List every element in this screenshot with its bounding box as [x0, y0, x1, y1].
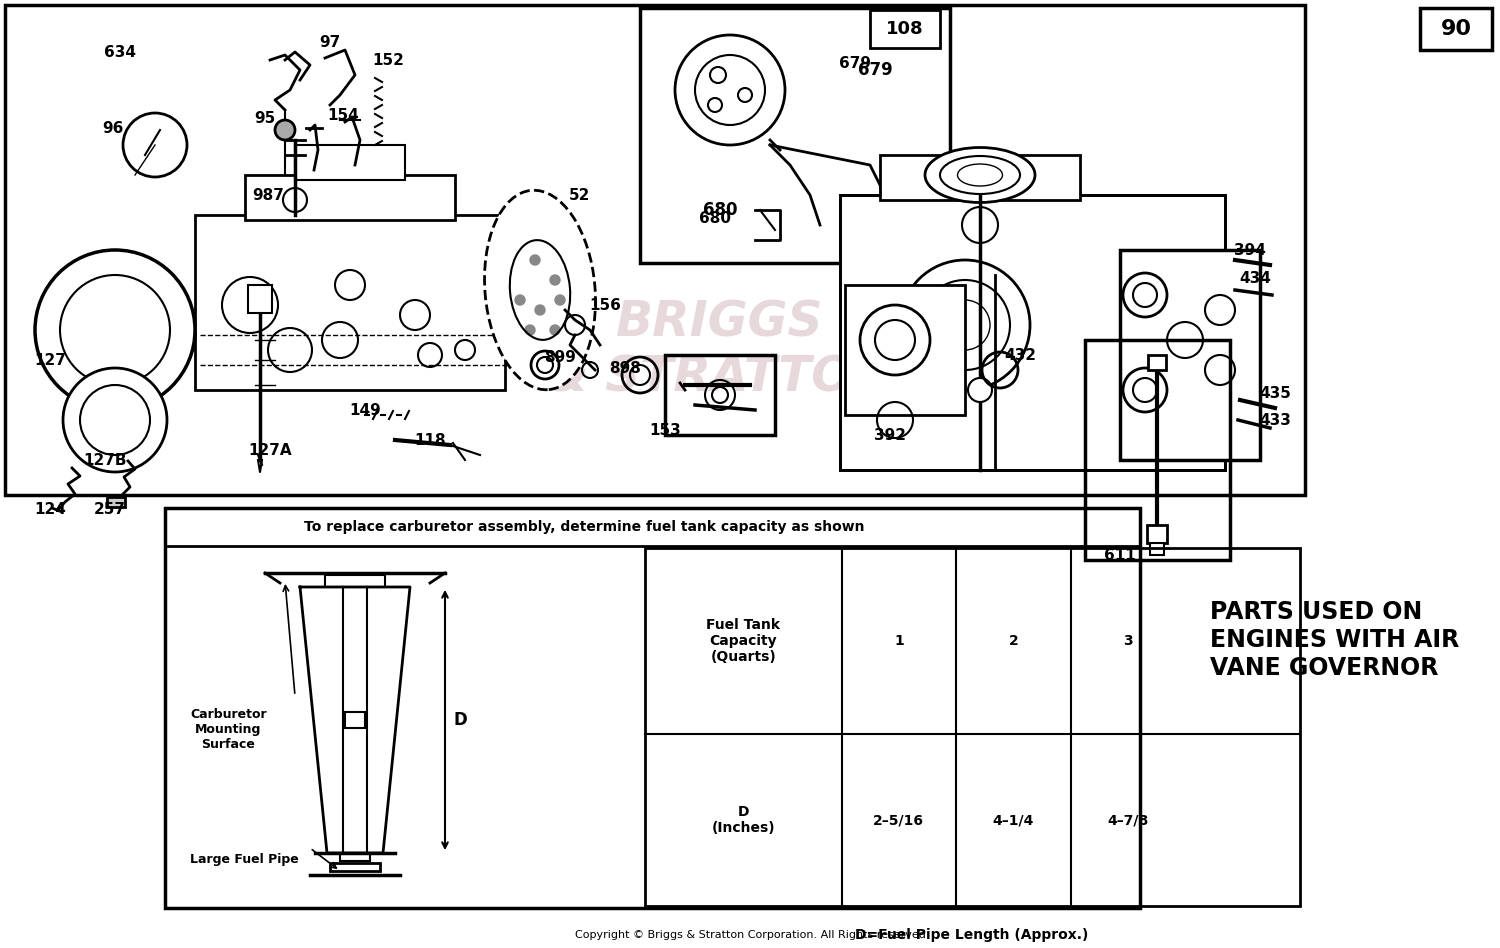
Text: Fuel Tank
Capacity
(Quarts): Fuel Tank Capacity (Quarts)	[706, 618, 780, 665]
Text: 118: 118	[414, 432, 446, 447]
Text: 127: 127	[34, 353, 66, 368]
Text: Large Fuel Pipe: Large Fuel Pipe	[190, 853, 298, 866]
Circle shape	[675, 35, 784, 145]
Text: BRIGGS
& STRATTON: BRIGGS & STRATTON	[546, 299, 894, 402]
Circle shape	[63, 368, 167, 472]
Text: D: D	[453, 711, 466, 729]
Text: 611: 611	[1104, 548, 1136, 562]
Circle shape	[530, 255, 540, 265]
Text: 2–5/16: 2–5/16	[873, 813, 924, 827]
Text: D
(Inches): D (Inches)	[711, 805, 776, 835]
Bar	[1148, 355, 1166, 370]
Bar	[844, 285, 964, 415]
Bar	[345, 712, 364, 728]
Text: 679: 679	[858, 61, 892, 79]
Bar	[330, 863, 380, 871]
Text: 435: 435	[1258, 386, 1292, 400]
Bar	[870, 10, 940, 48]
Bar	[640, 8, 950, 263]
Text: 987: 987	[252, 188, 284, 203]
Text: 154: 154	[327, 107, 358, 122]
Text: 679: 679	[839, 56, 872, 70]
Text: 52: 52	[570, 188, 591, 203]
Circle shape	[123, 113, 188, 177]
Bar	[165, 508, 1140, 908]
Text: 3: 3	[1124, 634, 1132, 648]
Bar	[1150, 543, 1164, 555]
Text: 124: 124	[34, 502, 66, 518]
Text: 257: 257	[94, 502, 126, 518]
Text: Carburetor
Mounting
Surface: Carburetor Mounting Surface	[190, 708, 267, 751]
Text: 434: 434	[1239, 270, 1270, 285]
Ellipse shape	[484, 191, 596, 390]
Text: 680: 680	[702, 201, 738, 219]
Text: Copyright © Briggs & Stratton Corporation. All Rights reserved: Copyright © Briggs & Stratton Corporatio…	[574, 930, 926, 940]
Text: 90: 90	[1440, 19, 1472, 39]
Text: 108: 108	[886, 20, 924, 38]
Text: 127A: 127A	[248, 443, 292, 458]
Text: 153: 153	[650, 423, 681, 437]
Bar	[1084, 340, 1230, 560]
Bar	[1420, 8, 1492, 50]
Circle shape	[536, 305, 544, 315]
Ellipse shape	[926, 148, 1035, 203]
Bar	[248, 285, 272, 313]
Text: 149: 149	[350, 403, 381, 417]
Text: PARTS USED ON
ENGINES WITH AIR
VANE GOVERNOR: PARTS USED ON ENGINES WITH AIR VANE GOVE…	[1210, 600, 1460, 680]
Text: 432: 432	[1004, 348, 1036, 362]
Text: 394: 394	[1234, 243, 1266, 258]
Text: 152: 152	[372, 52, 404, 67]
Text: 4–7/8: 4–7/8	[1107, 813, 1149, 827]
Text: 433: 433	[1258, 412, 1292, 428]
Circle shape	[514, 295, 525, 305]
Text: 2: 2	[1008, 634, 1019, 648]
Bar	[645, 548, 1300, 906]
Text: D=Fuel Pipe Length (Approx.): D=Fuel Pipe Length (Approx.)	[855, 928, 1089, 942]
Bar	[296, 145, 405, 180]
Circle shape	[555, 295, 566, 305]
Circle shape	[550, 275, 560, 285]
Bar	[4, 5, 1305, 495]
Text: 4–1/4: 4–1/4	[993, 813, 1033, 827]
Bar	[195, 215, 506, 390]
Text: To replace carburetor assembly, determine fuel tank capacity as shown: To replace carburetor assembly, determin…	[304, 520, 864, 534]
Text: 127B: 127B	[84, 452, 126, 467]
Circle shape	[274, 120, 296, 140]
Bar	[880, 155, 1080, 200]
Text: 634: 634	[104, 45, 136, 60]
Text: 899: 899	[544, 350, 576, 364]
Text: 95: 95	[255, 111, 276, 125]
Bar	[840, 195, 1226, 470]
Bar	[1120, 250, 1260, 460]
Text: 96: 96	[102, 120, 123, 136]
Circle shape	[550, 325, 560, 335]
Bar	[326, 575, 386, 587]
Text: 97: 97	[320, 34, 340, 49]
Circle shape	[525, 325, 536, 335]
Bar	[106, 497, 124, 507]
Circle shape	[34, 250, 195, 410]
Text: 898: 898	[609, 360, 640, 375]
Circle shape	[968, 378, 992, 402]
Text: 1: 1	[894, 634, 903, 648]
Text: 156: 156	[590, 298, 621, 313]
Bar	[244, 175, 454, 220]
Text: 392: 392	[874, 428, 906, 443]
Bar	[1148, 525, 1167, 543]
Text: 680: 680	[699, 210, 730, 226]
Bar	[840, 195, 1226, 470]
Bar	[664, 355, 776, 435]
